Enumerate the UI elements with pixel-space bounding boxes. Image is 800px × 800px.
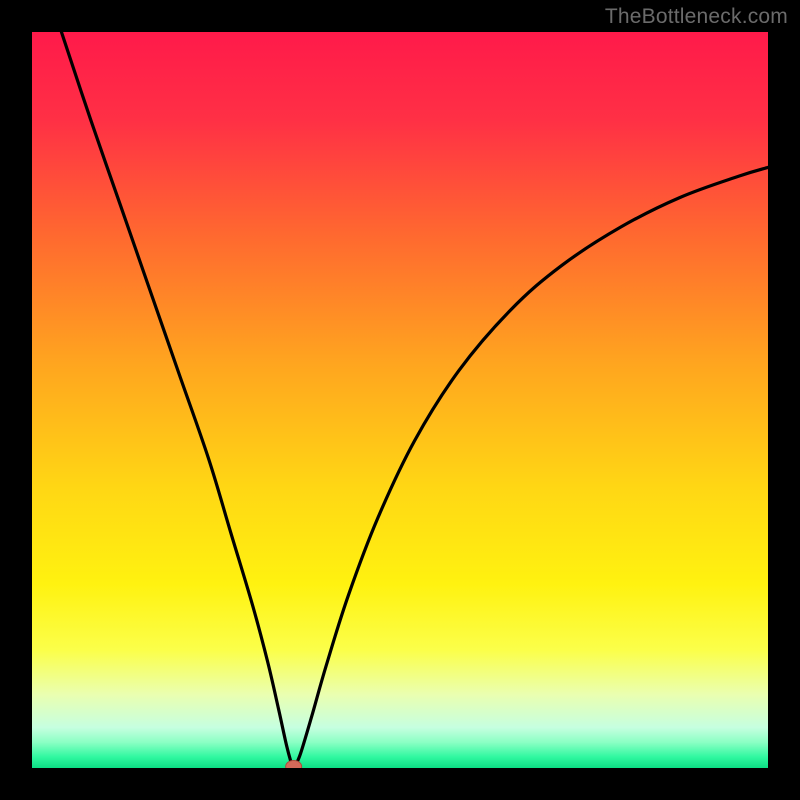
chart-background (32, 32, 768, 768)
watermark-text: TheBottleneck.com (605, 5, 788, 29)
minimum-marker (286, 761, 302, 768)
chart-svg (32, 32, 768, 768)
chart-plot-area (32, 32, 768, 768)
